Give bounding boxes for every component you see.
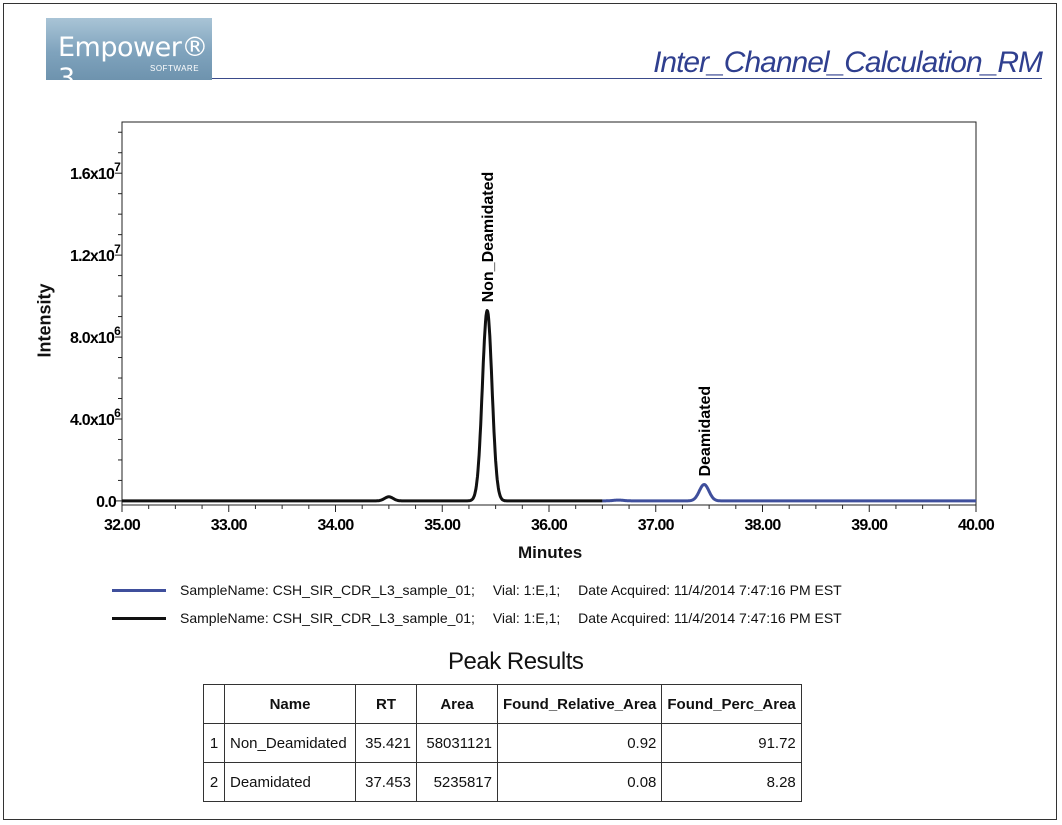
y-axis-label: Intensity [34, 283, 55, 358]
peak-relative-area: 0.08 [496, 762, 663, 802]
peak-results-table: Name RT Area Found_Relative_Area Found_P… [203, 684, 802, 802]
x-tick-label: 37.00 [638, 517, 675, 534]
legend-date: Date Acquired: 11/4/2014 7:47:16 PM EST [578, 610, 842, 626]
legend-item-black: SampleName: CSH_SIR_CDR_L3_sample_01; Vi… [112, 608, 856, 628]
empower-logo: Empower® 3 SOFTWARE [46, 18, 212, 94]
x-tick-label: 39.00 [851, 517, 888, 534]
col-header-relative-area: Found_Relative_Area [496, 684, 663, 724]
col-header-perc-area: Found_Perc_Area [661, 684, 802, 724]
x-axis-label: Minutes [518, 543, 583, 562]
report-frame [3, 3, 1057, 820]
peak-area: 58031121 [416, 723, 498, 763]
plot-area [121, 121, 977, 506]
x-tick-label: 38.00 [744, 517, 781, 534]
x-tick-label: 32.00 [104, 517, 141, 534]
legend-sample: SampleName: CSH_SIR_CDR_L3_sample_01; [180, 582, 475, 598]
col-header-name: Name [224, 684, 356, 724]
peak-perc-area: 91.72 [661, 723, 802, 763]
y-tick-label: 8.0x106 [70, 324, 121, 347]
table-header-row: Name RT Area Found_Relative_Area Found_P… [203, 684, 802, 724]
table-row: 1 Non_Deamidated 35.421 58031121 0.92 91… [203, 723, 802, 763]
peak-perc-area: 8.28 [661, 762, 802, 802]
logo-subtext: SOFTWARE [150, 64, 200, 73]
peak-rt: 37.453 [355, 762, 417, 802]
x-tick-label: 35.00 [424, 517, 461, 534]
legend-item-blue: SampleName: CSH_SIR_CDR_L3_sample_01; Vi… [112, 580, 856, 600]
peak-rt: 35.421 [355, 723, 417, 763]
peak-name: Deamidated [224, 762, 356, 802]
x-tick-label: 40.00 [958, 517, 995, 534]
y-tick-label: 0.0 [96, 494, 117, 511]
x-tick-label: 34.00 [317, 517, 354, 534]
peak-results-title: Peak Results [448, 648, 584, 675]
series-line-1 [121, 309, 604, 503]
table-row: 2 Deamidated 37.453 5235817 0.08 8.28 [203, 762, 802, 802]
legend-swatch [112, 616, 166, 620]
row-index: 2 [203, 762, 225, 802]
peak-label: Non_Deamidated [480, 172, 497, 303]
peak-relative-area: 0.92 [496, 723, 663, 763]
peak-name: Non_Deamidated [224, 723, 356, 763]
col-header-rt: RT [355, 684, 417, 724]
legend-date: Date Acquired: 11/4/2014 7:47:16 PM EST [578, 582, 842, 598]
row-index: 1 [203, 723, 225, 763]
legend-swatch [112, 588, 166, 592]
peak-label: Deamidated [697, 386, 714, 477]
y-tick-label: 1.6x107 [70, 160, 121, 183]
y-tick-label: 1.2x107 [70, 242, 121, 265]
x-tick-label: 36.00 [531, 517, 568, 534]
legend-vial: Vial: 1:E,1; [492, 582, 561, 598]
col-header-index [203, 684, 225, 724]
series-line-2 [601, 483, 977, 503]
col-header-area: Area [416, 684, 498, 724]
x-tick-label: 33.00 [211, 517, 248, 534]
y-tick-label: 4.0x106 [70, 406, 121, 429]
legend-vial: Vial: 1:E,1; [492, 610, 561, 626]
logo-text: Empower® 3 [58, 32, 208, 94]
legend-sample: SampleName: CSH_SIR_CDR_L3_sample_01; [180, 610, 475, 626]
header-rule [212, 78, 1042, 79]
peak-area: 5235817 [416, 762, 498, 802]
report-title: Inter_Channel_Calculation_RM [653, 46, 1043, 79]
